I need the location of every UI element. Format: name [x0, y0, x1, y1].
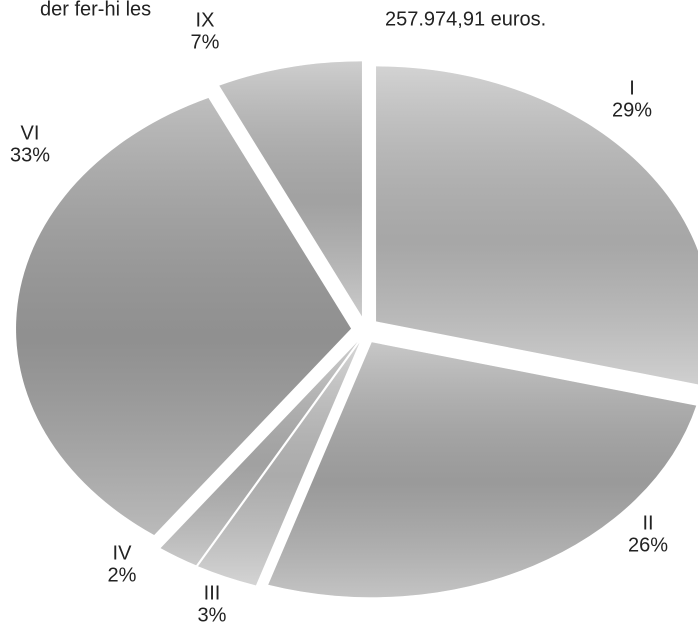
slice-label: IV [113, 542, 133, 564]
slice-value-label: 7% [191, 31, 220, 53]
chart: der fer-hi les 257.974,91 euros. I29%II2… [0, 0, 698, 634]
slice-value-label: 2% [108, 564, 137, 586]
slice-label: VI [21, 122, 40, 144]
slice-label: IX [196, 9, 215, 31]
pie [16, 61, 698, 597]
annotation: 257.974,91 euros. [385, 8, 546, 30]
slice-label: I [629, 77, 635, 99]
slice-value-label: 29% [612, 99, 652, 121]
slice-value-label: 33% [10, 144, 50, 166]
slice-label: III [204, 582, 221, 604]
annotation: der fer-hi les [40, 0, 151, 20]
slice-label: II [642, 512, 653, 534]
slice-value-label: 26% [628, 534, 668, 556]
slice-value-label: 3% [198, 604, 227, 626]
